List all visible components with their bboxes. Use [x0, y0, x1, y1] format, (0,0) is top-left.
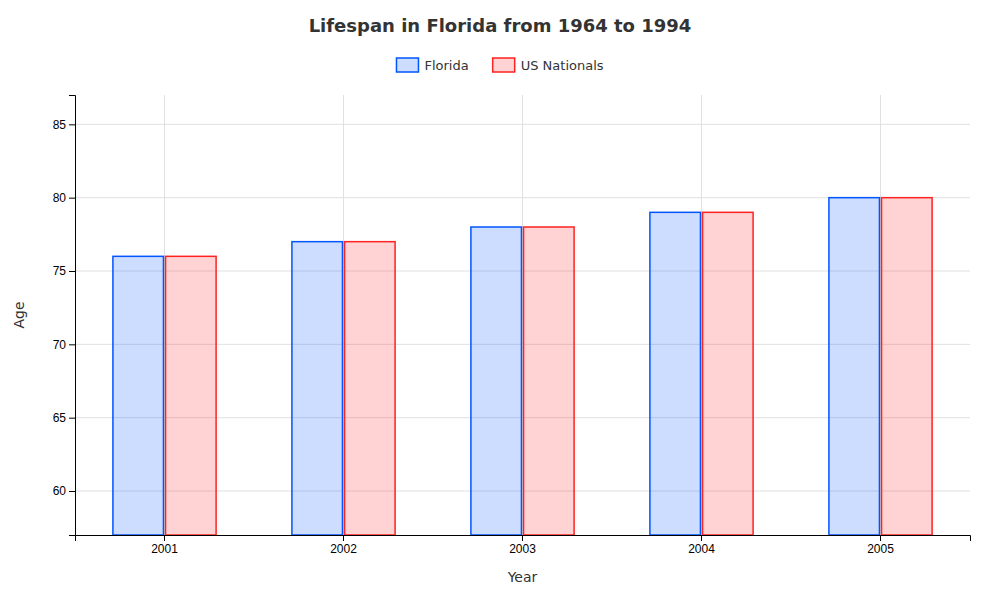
y-tick-label: 75 — [53, 264, 67, 278]
y-tick: 75 — [53, 264, 75, 278]
x-tick: 2001 — [151, 535, 178, 556]
plot: 60 65 70 75 80 85 2001 2002 2003 2004 2005 — [53, 95, 971, 556]
y-tick-mark — [69, 418, 75, 419]
y-tick-label: 60 — [53, 484, 67, 498]
legend-item: US Nationals — [493, 58, 604, 73]
y-axis-title: Age — [11, 301, 27, 328]
y-axis-line — [69, 96, 76, 536]
x-tick-mark — [343, 535, 344, 541]
x-tick: 2003 — [509, 535, 536, 556]
series — [113, 198, 880, 535]
x-axis-title: Year — [507, 569, 538, 585]
bar — [166, 256, 217, 535]
legend-item: Florida — [396, 58, 468, 73]
bar — [703, 212, 754, 535]
y-tick-mark — [69, 124, 75, 125]
legend-swatch — [396, 58, 418, 72]
y-tick: 70 — [53, 338, 75, 352]
x-tick-mark — [880, 535, 881, 541]
legend-swatch — [493, 58, 515, 72]
title: Lifespan in Florida from 1964 to 1994 — [309, 15, 692, 36]
y-tick-mark — [69, 198, 75, 199]
x-tick-mark — [701, 535, 702, 541]
bar — [471, 227, 522, 535]
y-tick: 65 — [53, 411, 75, 425]
y-tick-label: 85 — [53, 118, 67, 132]
x-tick-mark — [522, 535, 523, 541]
y-tick-label: 70 — [53, 338, 67, 352]
y-tick-mark — [69, 491, 75, 492]
bar — [650, 212, 701, 535]
y-tick-label: 65 — [53, 411, 67, 425]
bar — [345, 242, 396, 535]
x-tick-label: 2005 — [867, 542, 894, 556]
x-tick-mark — [164, 535, 165, 541]
grid — [75, 95, 970, 535]
y-tick: 85 — [53, 118, 75, 132]
y-tick-mark — [69, 271, 75, 272]
x-tick-label: 2004 — [688, 542, 715, 556]
x-tick: 2002 — [330, 535, 357, 556]
x-tick-label: 2001 — [151, 542, 178, 556]
x-axis-line — [76, 536, 971, 542]
chart: 60 65 70 75 80 85 2001 2002 2003 2004 2005 Year Age L… — [0, 0, 1000, 600]
y-axis: 60 65 70 75 80 85 — [53, 96, 76, 536]
bar — [292, 242, 343, 535]
bar — [113, 256, 164, 535]
y-tick: 80 — [53, 191, 75, 205]
x-axis: 2001 2002 2003 2004 2005 — [76, 535, 971, 556]
series — [166, 198, 933, 535]
x-tick: 2005 — [867, 535, 894, 556]
bars — [113, 198, 932, 535]
x-tick-label: 2002 — [330, 542, 357, 556]
y-tick-mark — [69, 344, 75, 345]
bar — [829, 198, 880, 535]
y-tick: 60 — [53, 484, 75, 498]
x-tick-label: 2003 — [509, 542, 536, 556]
legend: Florida US Nationals — [396, 58, 603, 73]
bar — [882, 198, 933, 535]
legend-label: US Nationals — [521, 58, 604, 73]
y-tick-label: 80 — [53, 191, 67, 205]
legend-label: Florida — [424, 58, 468, 73]
x-tick: 2004 — [688, 535, 715, 556]
bar — [524, 227, 575, 535]
